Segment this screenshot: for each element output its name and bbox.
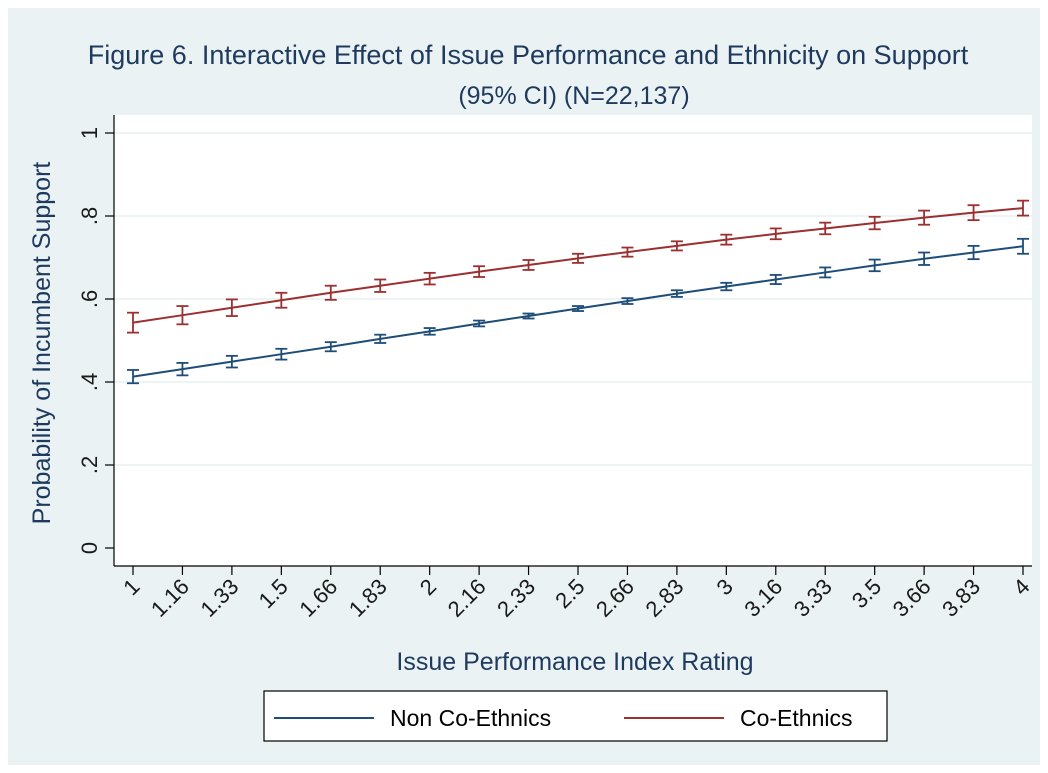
chart-figure: Figure 6. Interactive Effect of Issue Pe… xyxy=(8,8,1040,765)
series-0 xyxy=(127,237,1029,385)
x-tick-label: 3.83 xyxy=(937,574,985,622)
x-axis: 1 1.16 1.33 1.5 1.66 1.83 2 2.16 2.33 2.5 2.66 2.83… xyxy=(114,565,1035,622)
chart-subtitle: (95% CI) (N=22,137) xyxy=(458,82,689,110)
series-layer xyxy=(127,199,1029,385)
x-tick-label: 1 xyxy=(118,574,144,600)
x-tick-label: 3 xyxy=(712,574,738,600)
y-tick-label: .8 xyxy=(77,207,102,225)
x-tick-label: 1.83 xyxy=(344,574,392,622)
x-tick-label: 2.33 xyxy=(492,574,540,622)
x-tick-label: 3.5 xyxy=(847,574,886,613)
x-tick-label: 2.83 xyxy=(640,574,688,622)
series-line xyxy=(132,245,1024,378)
y-axis: 0 .2 .4 .6 .8 1 xyxy=(77,115,115,566)
x-tick-label: 1.66 xyxy=(294,574,342,622)
chart-svg: Figure 6. Interactive Effect of Issue Pe… xyxy=(28,40,1035,742)
x-axis-label: Issue Performance Index Rating xyxy=(396,648,753,676)
series-line xyxy=(132,207,1024,324)
x-tick-label: 4 xyxy=(1008,574,1034,600)
y-tick-label: .6 xyxy=(77,290,102,308)
x-tick-label: 2 xyxy=(415,574,441,600)
y-tick-label: .2 xyxy=(77,456,102,474)
y-tick-label: 0 xyxy=(77,542,102,554)
legend-box xyxy=(263,690,888,742)
plot-area xyxy=(114,115,1032,566)
legend: Non Co-Ethnics Co-Ethnics xyxy=(263,690,888,742)
legend-label-co-ethnics: Co-Ethnics xyxy=(740,705,852,731)
series-1 xyxy=(127,199,1029,334)
y-tick-label: .4 xyxy=(77,373,102,391)
x-tick-label: 1.5 xyxy=(254,574,293,613)
x-tick-label: 2.16 xyxy=(443,574,491,622)
x-tick-label: 2.5 xyxy=(550,574,589,613)
y-tick-label: 1 xyxy=(77,127,102,139)
x-tick-label: 3.66 xyxy=(888,574,936,622)
x-tick-label: 2.66 xyxy=(591,574,639,622)
chart-title: Figure 6. Interactive Effect of Issue Pe… xyxy=(88,40,969,70)
x-tick-label: 3.16 xyxy=(739,574,787,622)
legend-label-non-co-ethnics: Non Co-Ethnics xyxy=(390,705,551,731)
x-tick-label: 1.16 xyxy=(146,574,194,622)
y-axis-label: Probability of Incumbent Support xyxy=(28,162,56,525)
x-tick-label: 3.33 xyxy=(789,574,837,622)
x-tick-label: 1.33 xyxy=(195,574,243,622)
